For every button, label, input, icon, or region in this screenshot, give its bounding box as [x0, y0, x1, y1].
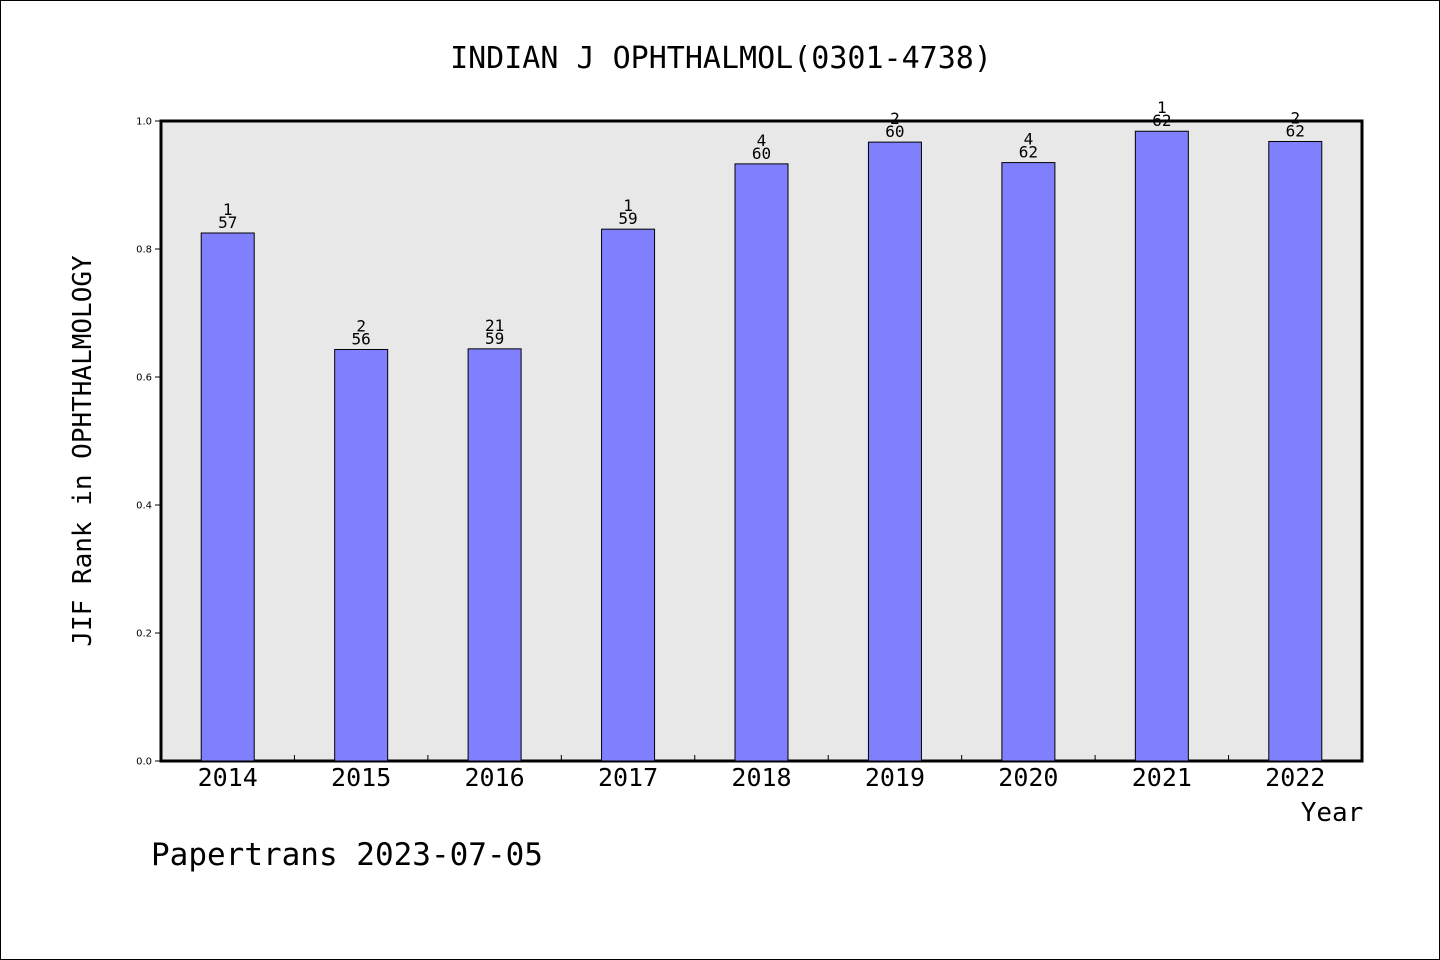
footer-text: Papertrans 2023-07-05 [151, 837, 543, 873]
bar-2016 [467, 348, 522, 762]
bar-rank-label: 4 [757, 131, 767, 150]
bar-2015 [334, 348, 389, 762]
bar-total-label: 62 [1019, 143, 1038, 162]
bar-rank-label: 2 [356, 316, 366, 335]
x-tick-label: 2019 [865, 763, 925, 792]
bar-2021 [1134, 130, 1189, 762]
bar-total-label: 59 [485, 329, 504, 348]
bar-rank-label: 4 [1024, 130, 1034, 149]
x-tick-label: 2015 [331, 763, 391, 792]
bar-2018 [734, 163, 789, 762]
bar-rank-label: 21 [485, 316, 504, 335]
x-tick-label: 2017 [598, 763, 658, 792]
bar-rank-label: 1 [1157, 98, 1167, 117]
bar-2019 [867, 141, 922, 762]
bar-total-label: 59 [618, 209, 637, 228]
y-tick-label: 0.2 [136, 629, 152, 640]
bar-rank-label: 1 [223, 200, 233, 219]
bar-rank-label: 1 [623, 196, 633, 215]
bar-total-label: 57 [218, 213, 237, 232]
x-tick-label: 2020 [998, 763, 1058, 792]
chart-title: INDIAN J OPHTHALMOL(0301-4738) [450, 41, 992, 76]
x-axis: 2014 2015 2016 2017 2018 2019 2020 2021 2022 [198, 755, 1325, 792]
bar-2014 [200, 232, 255, 762]
bar-2022 [1268, 140, 1323, 762]
x-tick-label: 2016 [465, 763, 525, 792]
x-axis-title: Year [1301, 798, 1364, 828]
bar-rank-label: 2 [1290, 108, 1300, 127]
bar-total-label: 56 [352, 329, 371, 348]
bar-rank-label: 2 [890, 109, 900, 128]
x-tick-label: 2022 [1265, 763, 1325, 792]
bar-total-label: 62 [1286, 121, 1305, 140]
y-tick-label: 0.0 [136, 757, 152, 768]
y-tick-label: 0.8 [136, 245, 152, 256]
bar-total-label: 60 [885, 122, 904, 141]
y-tick-label: 0.6 [136, 373, 152, 384]
x-tick-label: 2021 [1132, 763, 1192, 792]
y-axis-title: JIF Rank in OPHTHALMOLOGY [68, 255, 98, 647]
y-axis: 0.0 0.2 0.4 0.6 0.8 1.0 [136, 117, 161, 768]
bar-2020 [1001, 162, 1056, 762]
x-tick-label: 2014 [198, 763, 258, 792]
x-tick-label: 2018 [731, 763, 791, 792]
bar-2017 [601, 228, 656, 762]
y-tick-label: 1.0 [136, 117, 152, 128]
y-tick-label: 0.4 [136, 501, 152, 512]
bar-total-label: 62 [1152, 111, 1171, 130]
bar-total-label: 60 [752, 144, 771, 163]
bars [200, 130, 1323, 762]
